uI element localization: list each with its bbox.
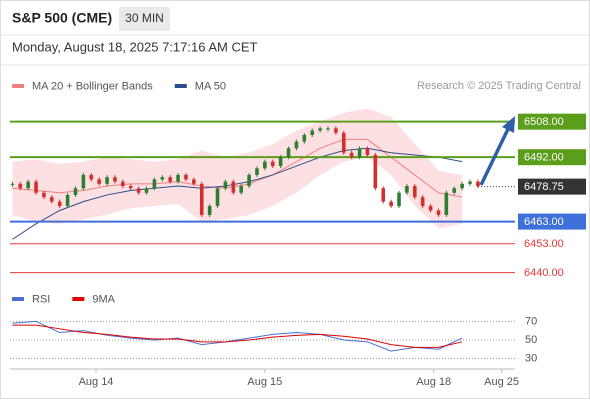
forecast-arrow (479, 116, 515, 186)
candle-body (10, 183, 15, 185)
level-label: 6440.00 (524, 267, 564, 279)
legend-swatch (72, 297, 85, 301)
y-tick-label: 70 (525, 315, 537, 327)
legend-swatch (174, 84, 187, 88)
candle-body (247, 174, 251, 187)
candle-body (207, 206, 212, 215)
candle-body (89, 174, 94, 180)
candle-body (381, 188, 386, 202)
level-label: 6492.00 (524, 152, 564, 164)
legend-swatch (12, 297, 24, 301)
legend-label: MA 50 (195, 80, 226, 92)
level-label: 6508.00 (524, 116, 564, 128)
candle-body (160, 177, 165, 180)
candle-body (263, 161, 267, 169)
candle-body (121, 181, 125, 187)
candle-body (476, 181, 480, 187)
candle-body (397, 192, 401, 207)
arrow-shaft (479, 126, 511, 186)
legend-label: 9MA (92, 293, 115, 305)
y-tick-label: 50 (525, 334, 537, 346)
last-price-label: 6478.75 (524, 181, 564, 193)
candle-body (278, 157, 283, 167)
candle-body (57, 201, 62, 207)
instrument-title: S&P 500 (CME) (12, 10, 112, 26)
rsi-line (12, 320, 463, 352)
level-label: 6463.00 (524, 216, 564, 228)
candle-body (34, 181, 38, 193)
timeframe-box (119, 7, 170, 31)
candle-body (389, 201, 393, 207)
candle-body (184, 174, 188, 180)
candle-body (65, 194, 70, 207)
candle-body (373, 154, 378, 189)
candle-body (420, 197, 425, 207)
candle-body (176, 174, 180, 182)
arrow-head (502, 116, 515, 133)
level-box (518, 113, 586, 130)
candle-body (113, 177, 117, 182)
candle-body (468, 181, 472, 184)
candle-body (412, 186, 417, 198)
candle-body (144, 188, 149, 193)
candle-body (452, 188, 457, 193)
level-box (518, 149, 586, 166)
candle-body (270, 161, 275, 167)
candle-body (73, 188, 78, 195)
ma50-line (12, 147, 463, 240)
level-box (518, 213, 586, 230)
candle-body (294, 141, 299, 149)
x-tick-label: Aug 15 (247, 376, 282, 388)
candle-body (318, 128, 322, 131)
candle-body (50, 197, 54, 202)
rsi-line (12, 324, 463, 348)
candle-body (97, 179, 101, 184)
candle-body (302, 134, 307, 142)
candle-body (136, 188, 141, 193)
candle-body (326, 128, 330, 130)
x-tick-label: Aug 25 (484, 376, 519, 388)
candle-body (341, 132, 346, 153)
candle-body (365, 148, 370, 155)
candle-body (192, 179, 196, 184)
candle-body (128, 186, 133, 189)
candle-body (428, 206, 433, 211)
x-tick-label: Aug 18 (416, 376, 451, 388)
bollinger-band (12, 108, 463, 229)
x-tick-label: Aug 14 (79, 376, 114, 388)
candle-body (18, 183, 23, 189)
date-subtitle: Monday, August 18, 2025 7:17:16 AM CET (12, 39, 258, 54)
candle-body (231, 181, 236, 193)
candle-body (255, 168, 259, 175)
candle-body (168, 177, 172, 182)
candle-body (334, 128, 338, 133)
candle-body (199, 183, 204, 215)
candle-body (444, 192, 449, 215)
candle-body (405, 186, 409, 193)
candle-body (286, 148, 291, 158)
candle-body (42, 192, 46, 198)
level-label: 6453.00 (524, 238, 564, 250)
candle-body (357, 148, 362, 158)
credit: Research © 2025 Trading Central (417, 80, 581, 92)
candle-body (349, 152, 354, 158)
timeframe: 30 MIN (125, 11, 164, 25)
ma20-line (12, 138, 463, 198)
candle-body (26, 181, 30, 189)
candle-body (223, 181, 228, 189)
last-price-box (518, 178, 586, 195)
candle-body (152, 179, 157, 189)
legend-swatch (12, 84, 24, 88)
candle-body (215, 188, 220, 207)
candle-body (436, 210, 441, 215)
candle-body (460, 183, 464, 189)
legend-label: RSI (32, 293, 50, 305)
candle-body (310, 130, 315, 135)
candle-body (81, 174, 86, 189)
candle-body (239, 186, 243, 193)
legend-label: MA 20 + Bollinger Bands (32, 80, 153, 92)
y-tick-label: 30 (525, 352, 537, 364)
candle-body (105, 177, 109, 184)
